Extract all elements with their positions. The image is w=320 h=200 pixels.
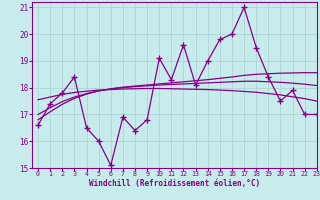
X-axis label: Windchill (Refroidissement éolien,°C): Windchill (Refroidissement éolien,°C): [89, 179, 260, 188]
